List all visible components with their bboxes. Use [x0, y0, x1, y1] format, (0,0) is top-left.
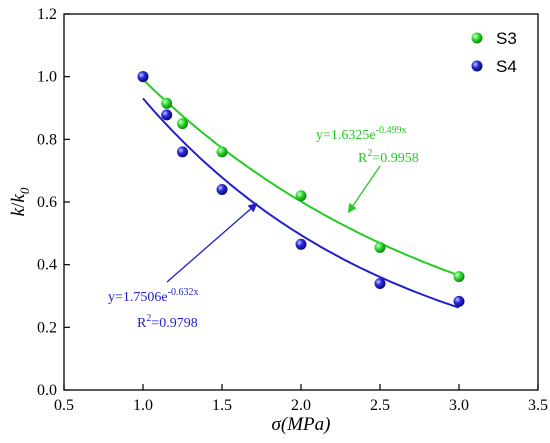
- x-tick-label: 2.5: [370, 397, 390, 414]
- fit-line-s4: [142, 97, 460, 309]
- point-s3: [374, 241, 386, 253]
- point-s4: [453, 295, 465, 307]
- x-tick-label: 1.5: [212, 397, 232, 414]
- point-s3: [177, 118, 188, 130]
- point-s4: [295, 238, 307, 250]
- y-tick-label: 1.0: [37, 69, 57, 86]
- annotation-s3-equation: y=1.6325e-0.499x: [316, 125, 406, 143]
- point-s4: [177, 146, 188, 158]
- y-axis-title: k/k0: [8, 187, 32, 216]
- point-s3: [161, 97, 173, 109]
- fit-line-s3: [142, 78, 460, 277]
- y-tick-label: 0.6: [37, 194, 57, 211]
- legend-marker-s4: [471, 60, 483, 72]
- x-tick-label: 3.0: [449, 397, 469, 414]
- legend: S3 S4: [471, 29, 517, 76]
- x-axis-title: σ(MPa): [272, 414, 331, 435]
- y-tick-label: 1.2: [37, 6, 57, 23]
- annotation-s4-r2: R2=0.9798: [137, 313, 198, 331]
- annotation-s3-r2: R2=0.9958: [358, 148, 419, 166]
- annotation-s3: y=1.6325e-0.499x R2=0.9958: [316, 125, 419, 214]
- point-s4: [216, 183, 228, 195]
- x-tick-label: 3.5: [528, 397, 548, 414]
- x-tick-label: 2.0: [291, 397, 311, 414]
- legend-marker-s3: [471, 32, 483, 44]
- legend-label-s3: S3: [496, 29, 517, 48]
- x-tick-label: 0.5: [54, 397, 74, 414]
- point-s4: [374, 277, 386, 289]
- annotation-s4: y=1.7506e-0.632x R2=0.9798: [108, 202, 258, 331]
- point-s3: [216, 146, 228, 158]
- y-tick-label: 0.2: [37, 319, 57, 336]
- data-points: [137, 71, 465, 307]
- point-s3: [295, 190, 307, 202]
- y-tick-label: 0.4: [37, 257, 57, 274]
- x-axis-ticks: 0.5 1.0 1.5 2.0 2.5 3.0 3.5: [54, 384, 548, 414]
- annotation-s4-arrow: [166, 202, 258, 283]
- point-s3: [453, 271, 465, 283]
- y-axis-ticks: 0.0 0.2 0.4 0.6 0.8 1.0 1.2: [37, 6, 70, 399]
- point-s4: [137, 71, 149, 83]
- fit-curves: [142, 78, 460, 309]
- x-tick-label: 1.0: [133, 397, 153, 414]
- y-tick-label: 0.8: [37, 131, 57, 148]
- y-tick-label: 0.0: [37, 382, 57, 399]
- annotation-s3-arrow: [347, 165, 381, 214]
- annotation-s4-equation: y=1.7506e-0.632x: [108, 287, 198, 305]
- point-s4: [161, 109, 173, 121]
- legend-label-s4: S4: [496, 57, 517, 76]
